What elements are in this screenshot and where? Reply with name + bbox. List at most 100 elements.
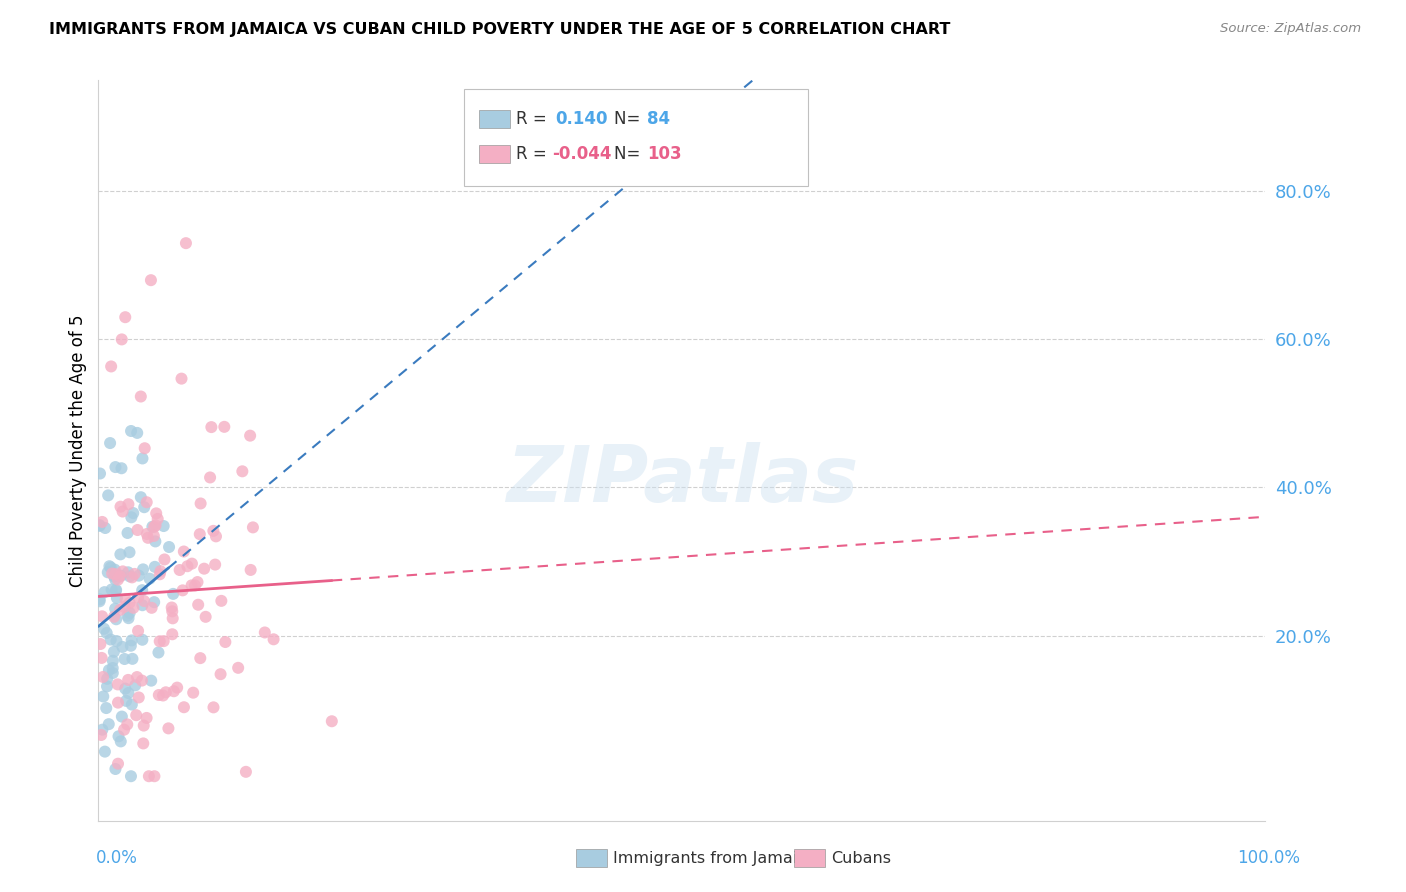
Point [204, 558, 226, 572]
Point [105, 634, 128, 648]
Point [93, 585, 115, 599]
Point [94, 521, 117, 535]
Text: 0.0%: 0.0% [96, 849, 138, 867]
Point [89, 637, 111, 651]
Point [152, 689, 174, 703]
Point [121, 698, 143, 712]
Point [193, 562, 215, 576]
Point [122, 600, 145, 615]
Point [117, 608, 139, 623]
Point [89, 592, 111, 607]
Point [124, 566, 146, 581]
Point [209, 594, 232, 608]
Point [141, 520, 163, 534]
Point [132, 562, 155, 576]
Point [96, 679, 118, 693]
Point [202, 524, 225, 538]
Point [98, 436, 121, 450]
Point [100, 582, 122, 597]
Point [162, 611, 184, 625]
Point [101, 661, 124, 675]
Point [214, 635, 236, 649]
Point [170, 371, 193, 385]
Point [129, 490, 152, 504]
Point [148, 688, 170, 702]
Point [239, 428, 262, 442]
Point [114, 681, 136, 696]
Point [125, 708, 148, 723]
Point [187, 598, 209, 612]
Point [97, 663, 120, 677]
Point [184, 578, 207, 592]
Point [98, 559, 121, 574]
Point [173, 700, 195, 714]
Point [111, 640, 134, 654]
Point [138, 769, 160, 783]
Point [180, 578, 202, 592]
Text: N=: N= [614, 110, 645, 128]
Point [162, 587, 184, 601]
Point [145, 534, 167, 549]
Point [149, 634, 172, 648]
Point [120, 424, 142, 438]
Point [146, 512, 169, 526]
Y-axis label: Child Poverty Under the Age of 5: Child Poverty Under the Age of 5 [69, 314, 87, 587]
Point [107, 729, 129, 743]
Point [163, 684, 186, 698]
Text: Source: ZipAtlas.com: Source: ZipAtlas.com [1220, 22, 1361, 36]
Point [117, 673, 139, 687]
Point [115, 694, 138, 708]
Point [142, 529, 165, 543]
Text: 103: 103 [647, 145, 682, 163]
Point [93, 622, 115, 636]
Point [152, 634, 174, 648]
Point [103, 569, 125, 583]
Point [111, 333, 134, 347]
Point [263, 632, 285, 647]
Point [111, 565, 134, 579]
Point [121, 633, 143, 648]
Point [181, 686, 204, 700]
Point [186, 575, 208, 590]
Point [127, 591, 149, 605]
Point [129, 390, 152, 404]
Point [131, 583, 153, 598]
Point [169, 563, 191, 577]
Point [117, 497, 139, 511]
Point [110, 547, 132, 561]
Point [105, 612, 128, 626]
Point [101, 566, 124, 581]
Point [89, 467, 111, 481]
Point [118, 606, 141, 620]
Point [104, 573, 127, 587]
Point [89, 594, 111, 608]
Point [155, 685, 177, 699]
Point [90, 651, 112, 665]
Point [135, 527, 157, 541]
Point [131, 598, 153, 612]
Point [107, 756, 129, 771]
Text: ZIPatlas: ZIPatlas [506, 442, 858, 518]
Point [239, 563, 262, 577]
Point [145, 518, 167, 533]
Point [117, 566, 139, 580]
Point [190, 496, 212, 510]
Point [104, 563, 127, 577]
Point [105, 591, 128, 605]
Point [112, 599, 135, 614]
Point [105, 582, 128, 597]
Point [114, 652, 136, 666]
Point [153, 552, 176, 566]
Point [141, 600, 163, 615]
Text: IMMIGRANTS FROM JAMAICA VS CUBAN CHILD POVERTY UNDER THE AGE OF 5 CORRELATION CH: IMMIGRANTS FROM JAMAICA VS CUBAN CHILD P… [49, 22, 950, 37]
Point [111, 504, 134, 518]
Point [89, 518, 111, 533]
Point [103, 609, 125, 624]
Point [132, 736, 155, 750]
Point [136, 531, 159, 545]
Point [97, 488, 120, 502]
Point [157, 722, 180, 736]
Point [128, 690, 150, 705]
Point [120, 769, 142, 783]
Point [117, 526, 139, 541]
